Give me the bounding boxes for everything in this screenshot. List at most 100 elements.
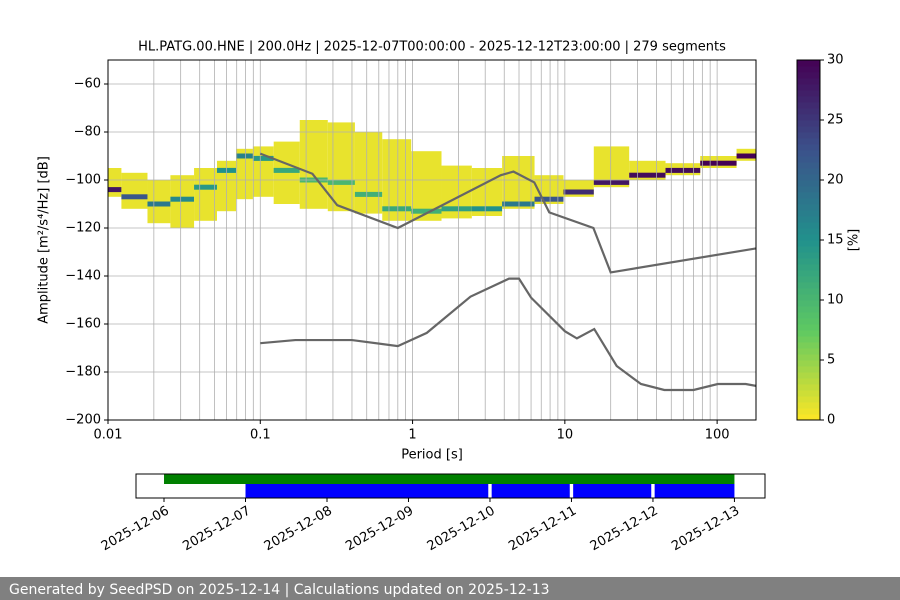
colorbar-step [797,306,820,313]
colorbar-step [797,60,820,67]
colorbar-tick-label: 25 [827,113,844,128]
pdf-mode-cell [108,187,122,193]
date-tick-label: 2025-12-10 [425,504,498,555]
colorbar-tick-label: 20 [827,173,844,188]
colorbar-tick-label: 30 [827,53,844,68]
colorbar-step [797,342,820,349]
data-segment [491,484,570,498]
colorbar-label: [%] [847,229,862,252]
colorbar-step [797,264,820,271]
colorbar-step [797,216,820,223]
chart-title: HL.PATG.00.HNE | 200.0Hz | 2025-12-07T00… [138,40,726,55]
pdf-spread [299,120,328,209]
colorbar-step [797,222,820,229]
date-tick-label: 2025-12-06 [99,504,172,555]
colorbar-tick-label: 5 [827,353,835,368]
y-tick-label: −100 [65,173,101,188]
colorbar-step [797,102,820,109]
y-tick-label: −120 [65,221,101,236]
colorbar-step [797,126,820,133]
colorbar-step [797,210,820,217]
colorbar-step [797,150,820,157]
data-segment [654,484,735,498]
pdf-mode-cell [194,184,217,190]
colorbar-step [797,318,820,325]
pdf-mode-cell [700,160,737,166]
colorbar-step [797,252,820,259]
pdf-spread [236,148,253,200]
colorbar-step [797,378,820,385]
data-segment [573,484,652,498]
colorbar-step [797,246,820,253]
pdf-spread [502,156,535,209]
psd-plot: −200 −180 −160 −140 −120 −100 −80 −60 0.01 0.1 1 10… [65,59,757,443]
date-tick-label: 2025-12-13 [669,504,742,555]
date-tick-label: 2025-12-11 [506,504,579,555]
colorbar-step [797,414,820,421]
pdf-mode-cell [563,189,594,195]
plot-frame [107,59,757,421]
colorbar-step [797,144,820,151]
pdf-mode-cell [273,167,300,173]
pdf-mode-cell [121,194,148,200]
colorbar-step [797,396,820,403]
pdf-mode-cell [382,206,412,212]
colorbar-step [797,354,820,361]
colorbar-step [797,228,820,235]
colorbar-step [797,162,820,169]
colorbar-step [797,282,820,289]
y-axis-label: Amplitude [m²/s⁴/Hz] [dB] [37,156,52,324]
colorbar-step [797,198,820,205]
x-tick-label: 0.01 [94,428,123,443]
pdf-mode-cell [252,155,274,161]
data-segment [245,484,489,498]
y-tick-label: −200 [65,413,101,428]
x-tick-label: 100 [705,428,730,443]
y-tick-label: −180 [65,365,101,380]
footer-text: Generated by SeedPSD on 2025-12-14 | Cal… [9,582,550,598]
y-tick-label: −80 [74,125,101,140]
colorbar-step [797,288,820,295]
pdf-spread [121,172,148,209]
pdf-mode-cell [665,167,701,173]
colorbar-step [797,312,820,319]
colorbar-step [797,174,820,181]
x-tick-label: 10 [557,428,574,443]
colorbar-tick-label: 10 [827,293,844,308]
colorbar-step [797,240,820,247]
date-tick-label: 2025-12-09 [343,504,416,555]
colorbar-step [797,336,820,343]
colorbar-step [797,180,820,187]
date-tick-label: 2025-12-12 [588,504,661,555]
pdf-mode-cell [354,191,383,197]
pdf-spread [354,132,383,214]
noise-model-line [259,152,756,274]
pdf-mode-cell [534,196,564,202]
colorbar-step [797,156,820,163]
colorbar-step [797,300,820,307]
colorbar-step [797,66,820,73]
y-tick-label: −140 [65,269,101,284]
colorbar-step [797,324,820,331]
pdf-mode-cell [441,206,472,212]
colorbar-step [797,78,820,85]
colorbar-step [797,90,820,97]
pdf-mode-cell [629,172,666,178]
x-axis-label: Period [s] [401,448,463,463]
colorbar-step [797,360,820,367]
colorbar-tick-label: 15 [827,233,844,248]
timeline: 2025-12-06 2025-12-07 2025-12-08 2025-12-09… [99,473,766,555]
pdf-mode-cell [170,196,195,202]
colorbar-step [797,234,820,241]
colorbar-step [797,72,820,79]
colorbar-step [797,384,820,391]
colorbar-step [797,372,820,379]
date-tick-label: 2025-12-07 [180,504,253,555]
colorbar-tick-label: 0 [827,413,835,428]
colorbar-step [797,408,820,415]
colorbar-step [797,390,820,397]
pdf-mode-cell [736,153,756,159]
x-tick-label: 1 [408,428,416,443]
colorbar-step [797,330,820,337]
